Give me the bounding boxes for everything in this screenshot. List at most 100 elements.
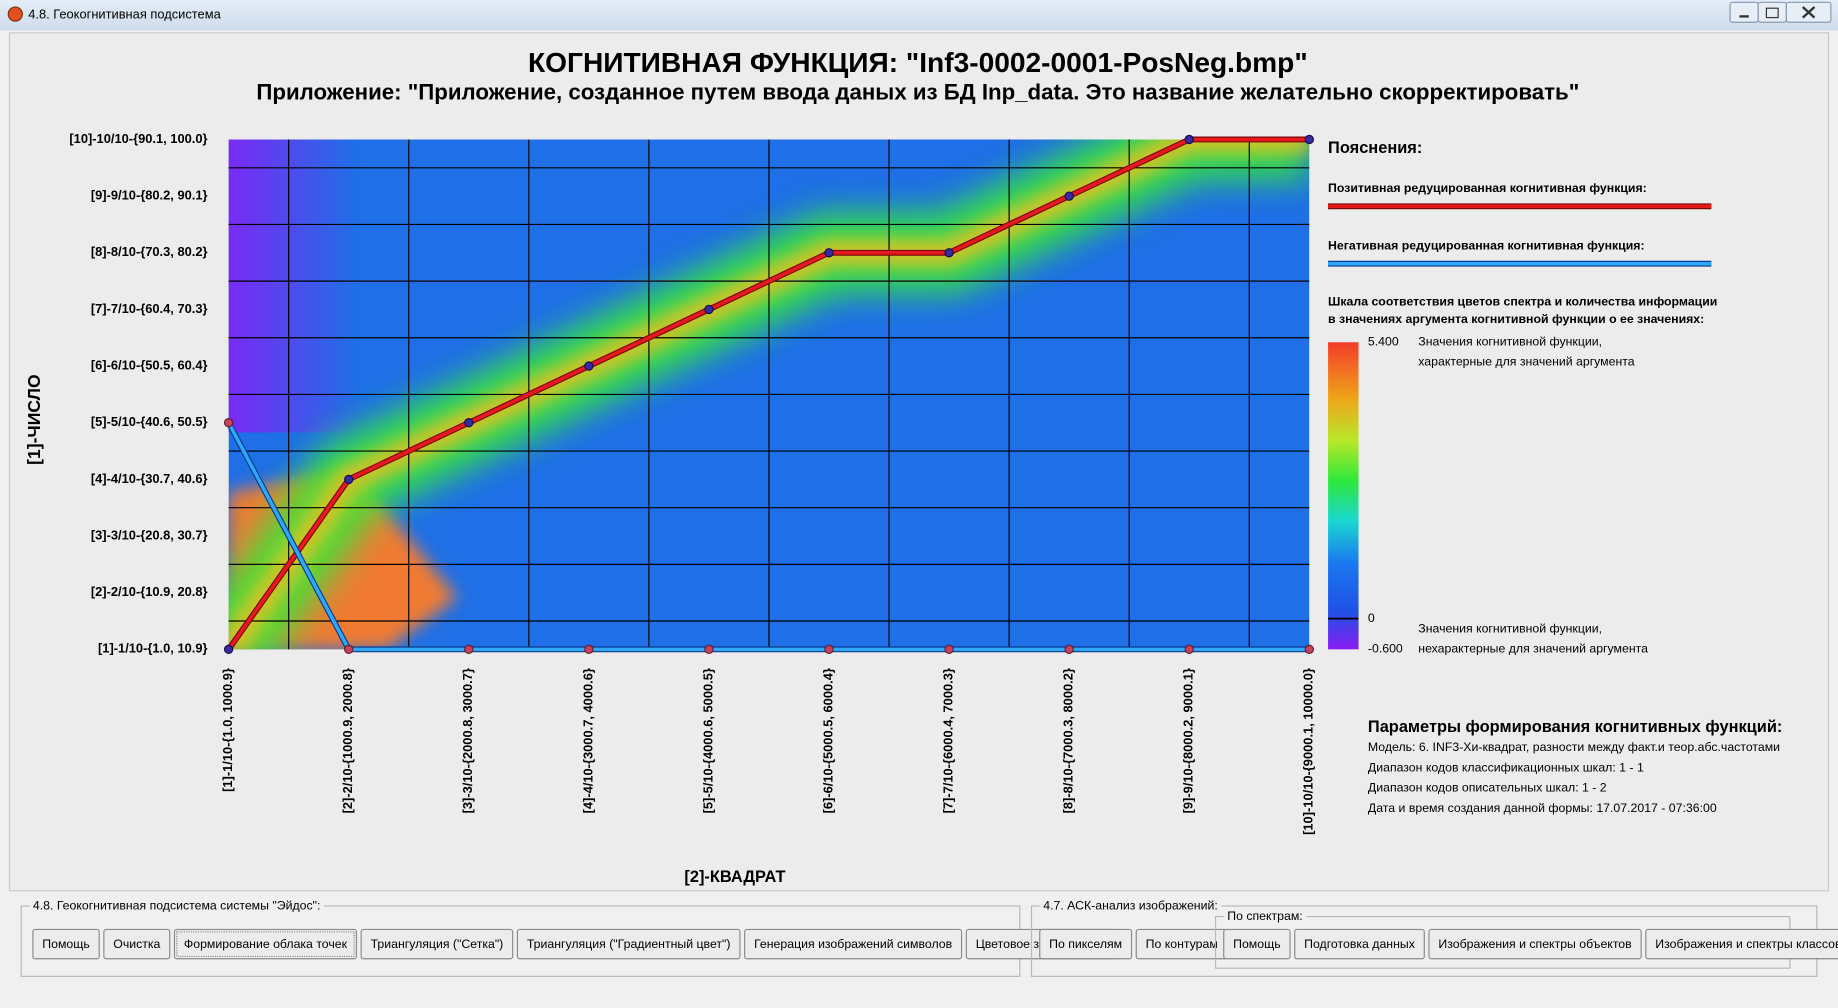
button-face — [1039, 928, 1133, 960]
button[interactable]: По контурам — [1135, 928, 1228, 960]
button[interactable]: Помощь — [1223, 928, 1291, 960]
x-tick-label: [2]-2/10-{1000.9, 2000.8} — [340, 668, 355, 813]
point — [704, 304, 714, 315]
y-tick-label: [1]-1/10-{1.0, 10.9} — [98, 641, 208, 656]
x-tick-label: [10]-10/10-{9000.1, 10000.0} — [1301, 668, 1316, 835]
heatmap-violet — [228, 139, 358, 433]
title-bar — [0, 0, 1838, 31]
point — [1184, 134, 1194, 145]
button-label: По контурам — [1146, 937, 1218, 951]
point — [1304, 644, 1314, 655]
y-tick-label: [3]-3/10-{20.8, 30.7} — [91, 527, 208, 542]
point — [1184, 644, 1194, 655]
button-face — [1645, 928, 1838, 960]
button[interactable]: Изображения и спектры объектов — [1428, 928, 1642, 960]
x-axis-title: [2]-КВАДРАТ — [684, 868, 785, 886]
button-label: Генерация изображений символов — [754, 937, 952, 951]
y-tick-label: [8]-8/10-{70.3, 80.2} — [91, 244, 208, 259]
button-face — [1428, 928, 1642, 960]
button-face — [516, 928, 741, 960]
y-tick-label: [4]-4/10-{30.7, 40.6} — [91, 471, 208, 486]
scale-note: Значения когнитивной функции, — [1418, 335, 1602, 349]
x-tick-label: [8]-8/10-{7000.3, 8000.2} — [1061, 668, 1076, 813]
y-tick-label: [6]-6/10-{50.5, 60.4} — [91, 357, 208, 372]
button[interactable]: Триангуляция ("Сетка") — [360, 928, 514, 960]
x-tick-label: [9]-9/10-{8000.2, 9000.1} — [1181, 668, 1196, 813]
window-controls[interactable] — [1729, 1, 1832, 23]
button[interactable]: Подготовка данных — [1294, 928, 1425, 960]
close-icon — [1801, 6, 1816, 19]
button-face — [744, 928, 963, 960]
param-line: Диапазон кодов описательных шкал: 1 - 2 — [1368, 781, 1607, 795]
button-label: Изображения и спектры классов — [1655, 937, 1838, 951]
minimize-button[interactable] — [1729, 1, 1759, 23]
point — [464, 418, 474, 428]
color-scale — [1328, 342, 1359, 650]
group-label-bg — [1223, 909, 1307, 924]
button-label: Подготовка данных — [1304, 937, 1416, 951]
series-line — [227, 421, 1310, 652]
scale-labels: 5.400 -0.600 0 — [1328, 335, 1403, 656]
button[interactable]: Триангуляция ("Градиентный цвет") — [516, 928, 741, 960]
button[interactable]: Генерация изображений символов — [744, 928, 963, 960]
x-tick-label: [6]-6/10-{5000.5, 6000.4} — [820, 668, 835, 813]
scale-note: нехарактерные для значений аргумента — [1418, 642, 1648, 656]
scale-note: Значения когнитивной функции, — [1418, 622, 1602, 636]
button-label: Триангуляция ("Градиентный цвет") — [527, 937, 731, 951]
button-label: По пикселям — [1049, 937, 1122, 951]
point — [944, 248, 954, 258]
group-label-bg — [29, 898, 325, 914]
params-title: Параметры формирования когнитивных функц… — [1368, 718, 1782, 736]
chart-title: КОГНИТИВНАЯ ФУНКЦИЯ: "Inf3-0002-0001-Pos… — [528, 47, 1308, 78]
button-label: Формирование облака точек — [184, 937, 348, 951]
point — [704, 644, 714, 655]
button-face — [32, 928, 100, 960]
point — [464, 644, 474, 655]
button-label: Изображения и спектры объектов — [1438, 937, 1631, 951]
y-tick-label: [9]-9/10-{80.2, 90.1} — [91, 188, 208, 203]
button-panels: 4.8. Геокогнитивная подсистема системы "… — [20, 898, 1838, 977]
param-line: Модель: 6. INF3-Хи-квадрат, разности меж… — [1368, 740, 1780, 754]
button-face — [1294, 928, 1425, 960]
button[interactable]: Изображения и спектры классов — [1645, 928, 1838, 960]
group-label: 4.8. Геокогнитивная подсистема системы "… — [33, 898, 321, 912]
series-line — [227, 137, 1310, 651]
plot: [1]-1/10-{1.0, 10.9} [2]-2/10-{10.9, 20.8… — [69, 131, 1315, 835]
y-tick-label: [7]-7/10-{60.4, 70.3} — [91, 301, 208, 316]
x-tick-label: [1]-1/10-{1.0, 1000.9} — [220, 668, 235, 792]
app-icon — [7, 6, 23, 22]
button[interactable]: Очистка — [103, 928, 171, 960]
x-tick-label: [7]-7/10-{6000.4, 7000.3} — [940, 668, 955, 813]
x-tick-label: [3]-3/10-{2000.8, 3000.7} — [460, 668, 475, 813]
point — [344, 474, 354, 485]
group-label-bg — [1039, 898, 1222, 914]
scale-label: -0.600 — [1368, 642, 1403, 656]
button[interactable]: Формирование облака точек — [173, 928, 358, 960]
window-title: 4.8. Геокогнитивная подсистема — [28, 7, 221, 22]
button[interactable]: По пикселям — [1039, 928, 1133, 960]
chart-subtitle: Приложение: "Приложение, созданное путем… — [256, 80, 1579, 105]
button-face — [360, 928, 514, 960]
scale-title: в значениях аргумента когнитивной функци… — [1328, 312, 1704, 326]
scale-note: характерные для значений аргумента — [1418, 354, 1634, 368]
x-tick-label: [5]-5/10-{4000.6, 5000.5} — [700, 668, 715, 813]
button-face — [1223, 928, 1291, 960]
point — [584, 361, 594, 371]
point — [584, 644, 594, 655]
point — [1064, 644, 1074, 655]
params: Модель: 6. INF3-Хи-квадрат, разности меж… — [1368, 740, 1780, 815]
legend-label: Позитивная редуцированная когнитивная фу… — [1328, 181, 1647, 195]
button-label: Помощь — [42, 937, 89, 951]
point — [1304, 134, 1314, 145]
scale-label: 0 — [1368, 611, 1375, 625]
button-label: Помощь — [1233, 937, 1280, 951]
button-label: Очистка — [113, 937, 160, 951]
point — [223, 418, 234, 428]
point — [944, 644, 954, 655]
maximize-button[interactable] — [1757, 1, 1787, 23]
point — [1064, 191, 1074, 201]
legend-title: Пояснения: — [1328, 139, 1422, 157]
button[interactable]: Помощь — [32, 928, 100, 960]
